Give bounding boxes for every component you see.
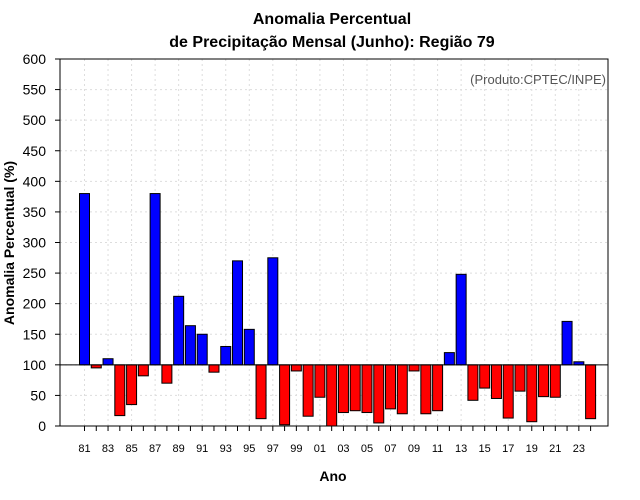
x-tick-label: 09 (408, 443, 420, 455)
x-tick-label: 07 (384, 443, 396, 455)
x-tick-label: 91 (196, 443, 208, 455)
bar-11 (432, 364, 444, 412)
bar-85 (126, 364, 138, 406)
x-tick-label: 03 (337, 443, 349, 455)
x-tick-label: 21 (549, 443, 561, 455)
y-tick-label: 450 (23, 143, 47, 159)
bar-21 (549, 364, 561, 398)
bar-94 (232, 260, 244, 366)
x-tick-label: 05 (361, 443, 373, 455)
x-tick-label: 13 (455, 443, 467, 455)
y-tick-label: 150 (23, 326, 47, 342)
bar-08 (396, 364, 408, 415)
bar-98 (279, 364, 291, 426)
chart-title-line1: Anomalia Percentual (253, 11, 411, 28)
x-tick-label: 17 (502, 443, 514, 455)
x-tick-label: 89 (173, 443, 185, 455)
y-tick-label: 200 (23, 296, 47, 312)
x-tick-label: 19 (526, 443, 538, 455)
bar-20 (538, 364, 550, 398)
source-label: (Produto:CPTEC/INPE) (470, 72, 606, 87)
bar-04 (349, 364, 361, 412)
bar-86 (137, 364, 149, 377)
x-tick-label: 93 (220, 443, 232, 455)
bar-01 (314, 364, 326, 398)
bar-97 (267, 257, 279, 366)
x-tick-label: 11 (432, 443, 443, 455)
x-tick-label: 01 (314, 443, 326, 455)
bar-09 (408, 364, 420, 372)
bar-91 (196, 333, 208, 366)
y-tick-label: 500 (23, 112, 47, 128)
y-tick-label: 250 (23, 265, 47, 281)
bar-99 (290, 364, 302, 372)
bar-92 (208, 364, 220, 373)
y-tick-label: 0 (38, 418, 46, 434)
y-tick-label: 50 (30, 387, 46, 403)
bar-88 (161, 364, 173, 384)
y-tick-label: 350 (23, 204, 47, 220)
chart-title-line2: de Precipitação Mensal (Junho): Região 7… (169, 34, 495, 51)
x-tick-label: 85 (125, 443, 137, 455)
x-tick-label: 95 (243, 443, 255, 455)
x-tick-label: 97 (267, 443, 279, 455)
bar-19 (526, 364, 538, 423)
x-axis: 81 83 85 87 89 91 93 95 97 99 01 03 05 07 09 11 13 15 17 19… (78, 426, 592, 455)
x-tick-label: 15 (479, 443, 491, 455)
bar-84 (114, 364, 126, 417)
bar-15 (479, 364, 491, 389)
bar-17 (502, 364, 514, 419)
bar-14 (467, 364, 479, 401)
bar-93 (220, 345, 232, 366)
y-axis-label: Anomalia Percentual (%) (1, 161, 17, 325)
bar-24 (585, 364, 597, 420)
bar-96 (255, 364, 267, 420)
bar-83 (102, 358, 114, 366)
bar-81 (79, 193, 90, 366)
bar-06 (373, 364, 385, 424)
bar-02 (326, 364, 338, 427)
bar-18 (514, 364, 526, 392)
x-tick-label: 83 (102, 443, 114, 455)
x-axis-label: Ano (319, 468, 346, 484)
x-tick-label: 87 (149, 443, 161, 455)
y-tick-label: 300 (23, 235, 47, 251)
bar-13 (455, 273, 467, 366)
x-tick-label: 23 (573, 443, 585, 455)
y-tick-label: 550 (23, 82, 47, 98)
bar-87 (149, 193, 161, 366)
y-tick-label: 100 (23, 357, 47, 373)
bar-10 (420, 364, 432, 415)
bar-03 (337, 364, 349, 414)
y-tick-label: 600 (23, 51, 47, 67)
bar-95 (243, 328, 255, 366)
bar-05 (361, 364, 373, 414)
y-tick-label: 400 (23, 173, 47, 189)
bar-00 (302, 364, 314, 417)
bar-89 (173, 295, 185, 366)
bars (79, 193, 597, 427)
bar-12 (443, 352, 455, 366)
x-tick-label: 81 (78, 443, 90, 455)
bar-07 (385, 364, 397, 410)
bar-22 (561, 320, 573, 366)
y-axis: 0 50 100 150 200 250 300 350 400 450 500 550 600 (23, 51, 60, 434)
x-tick-label: 99 (290, 443, 302, 455)
bar-90 (184, 325, 196, 366)
bar-16 (490, 364, 502, 399)
